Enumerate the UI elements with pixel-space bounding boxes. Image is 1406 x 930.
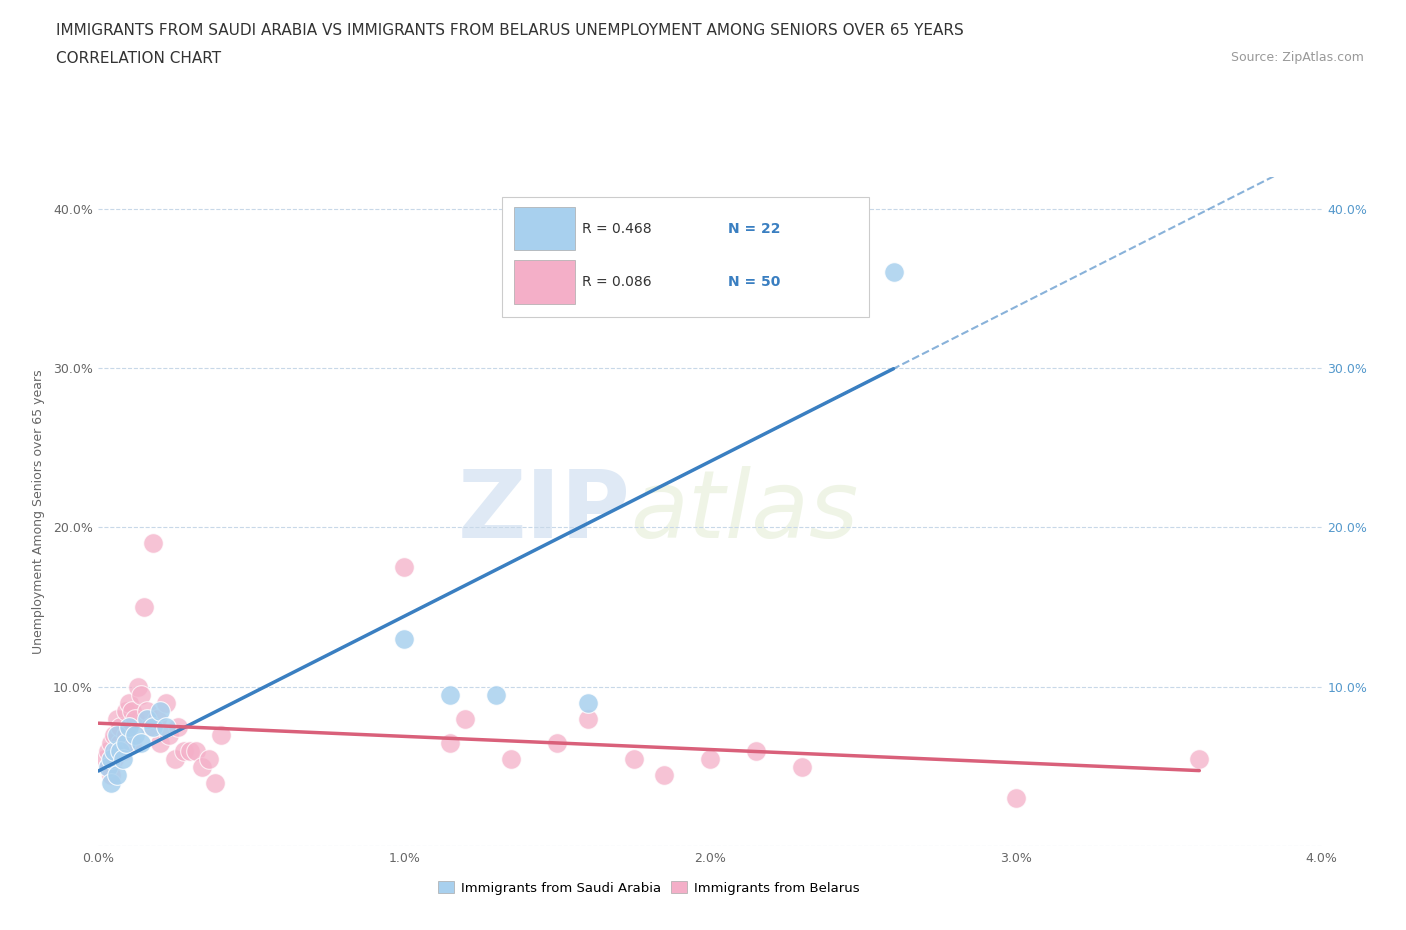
Point <box>652 767 675 782</box>
Point <box>118 696 141 711</box>
Point <box>121 703 143 718</box>
Point <box>105 727 128 742</box>
Point <box>173 743 195 758</box>
Point <box>108 719 131 734</box>
Y-axis label: Unemployment Among Seniors over 65 years: Unemployment Among Seniors over 65 years <box>32 369 45 654</box>
Point <box>105 767 128 782</box>
Legend: Immigrants from Saudi Arabia, Immigrants from Belarus: Immigrants from Saudi Arabia, Immigrants… <box>433 876 865 900</box>
Point <box>115 727 138 742</box>
Point <box>129 736 152 751</box>
Point <box>115 736 138 751</box>
Point <box>392 631 416 646</box>
Point <box>121 736 143 751</box>
Point <box>699 297 721 312</box>
Text: R = 0.468: R = 0.468 <box>582 222 651 236</box>
Point <box>100 751 122 766</box>
Point <box>100 767 122 782</box>
Text: IMMIGRANTS FROM SAUDI ARABIA VS IMMIGRANTS FROM BELARUS UNEMPLOYMENT AMONG SENIO: IMMIGRANTS FROM SAUDI ARABIA VS IMMIGRAN… <box>56 23 965 38</box>
Text: N = 50: N = 50 <box>728 275 780 289</box>
Point <box>157 727 180 742</box>
Text: Source: ZipAtlas.com: Source: ZipAtlas.com <box>1230 51 1364 64</box>
Point <box>155 719 177 734</box>
Point <box>100 736 122 751</box>
Point <box>790 759 813 774</box>
Point <box>745 743 768 758</box>
Point <box>97 759 120 774</box>
Point <box>127 680 149 695</box>
Point <box>576 696 599 711</box>
Point <box>699 751 721 766</box>
Point <box>186 743 208 758</box>
FancyBboxPatch shape <box>502 197 869 317</box>
Point <box>111 751 134 766</box>
Point <box>439 736 461 751</box>
Point <box>103 743 125 758</box>
Point <box>142 536 165 551</box>
Point <box>167 719 190 734</box>
Point <box>439 687 461 702</box>
Point <box>97 743 120 758</box>
Point <box>209 727 232 742</box>
Point <box>546 736 568 751</box>
Point <box>623 751 645 766</box>
Point <box>1188 751 1211 766</box>
Point <box>103 727 125 742</box>
Point <box>136 711 159 726</box>
Point <box>93 751 115 766</box>
Point <box>108 743 131 758</box>
Point <box>204 775 226 790</box>
Point <box>105 743 128 758</box>
Point <box>105 711 128 726</box>
Point <box>136 703 159 718</box>
Point <box>103 751 125 766</box>
Point <box>124 711 146 726</box>
Point <box>149 736 172 751</box>
Point <box>454 711 477 726</box>
Point <box>115 703 138 718</box>
FancyBboxPatch shape <box>515 260 575 304</box>
Point <box>576 711 599 726</box>
Point <box>191 759 214 774</box>
Point <box>392 560 416 575</box>
Text: ZIP: ZIP <box>457 466 630 557</box>
Point <box>197 751 219 766</box>
Point <box>163 751 186 766</box>
Text: N = 22: N = 22 <box>728 222 780 236</box>
Point <box>145 711 167 726</box>
Point <box>501 751 523 766</box>
Point <box>118 719 141 734</box>
Point <box>111 743 134 758</box>
Point <box>485 687 508 702</box>
Text: R = 0.086: R = 0.086 <box>582 275 651 289</box>
Point <box>124 727 146 742</box>
Point <box>108 736 131 751</box>
Point <box>155 696 177 711</box>
Point <box>134 600 156 615</box>
Point <box>149 703 172 718</box>
Point <box>883 265 905 280</box>
FancyBboxPatch shape <box>515 206 575 250</box>
Point <box>142 719 165 734</box>
Text: atlas: atlas <box>630 466 859 557</box>
Point <box>139 719 162 734</box>
Point <box>100 775 122 790</box>
Point <box>1004 791 1026 806</box>
Point <box>129 687 152 702</box>
Point <box>97 759 120 774</box>
Point <box>179 743 201 758</box>
Text: CORRELATION CHART: CORRELATION CHART <box>56 51 221 66</box>
